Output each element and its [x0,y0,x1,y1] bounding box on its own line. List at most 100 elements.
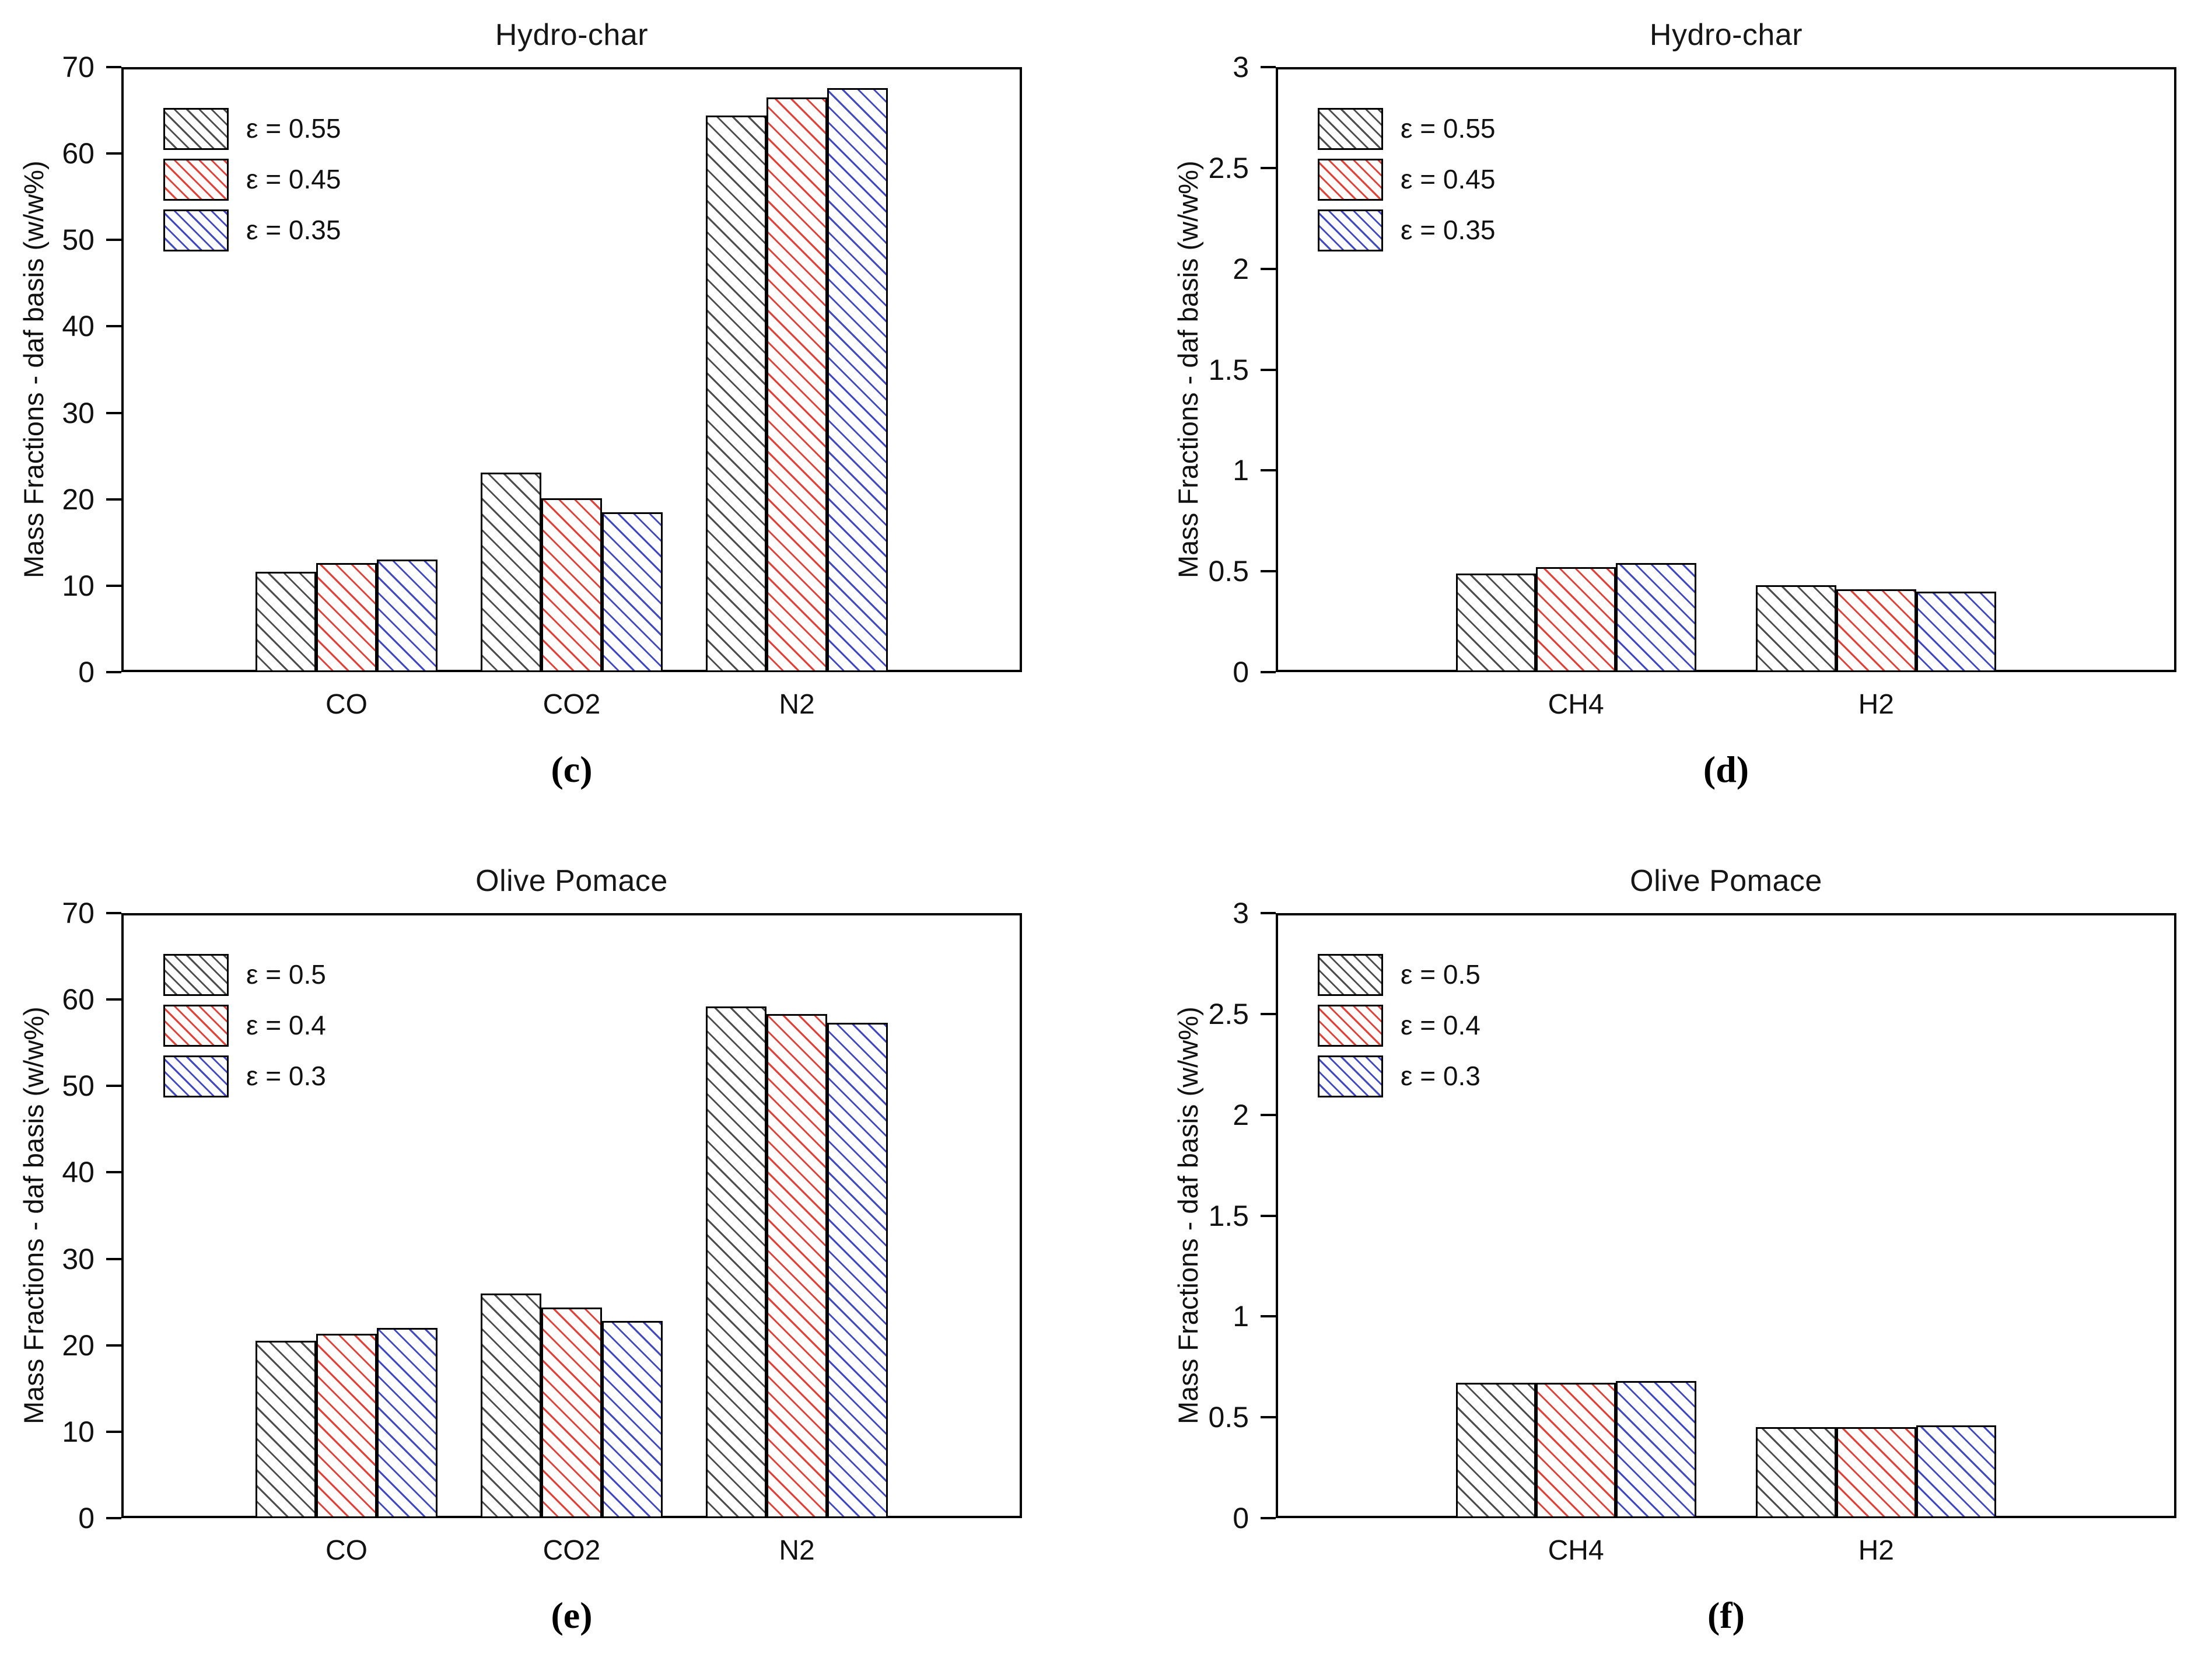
subfigure-label: (d) [1703,749,1749,790]
bar-CO-series-2 [316,1334,377,1518]
x-category-label: CO [326,1535,368,1566]
bar-CO2-series-2 [541,498,603,672]
y-tick-label: 0 [78,1502,94,1534]
bar-H2-series-2 [1836,1427,1917,1518]
y-axis-tick [106,1517,121,1519]
y-axis-tick [1261,570,1276,573]
y-tick-label: 70 [62,897,94,929]
bar-H2-series-2 [1836,589,1917,672]
bar-CH4-series-2 [1535,1383,1616,1518]
y-tick-label: 2 [1233,252,1249,285]
y-tick-label: 60 [62,983,94,1016]
y-axis-tick [106,671,121,673]
y-axis-tick [1261,1012,1276,1015]
y-axis-title: Mass Fractions - daf basis (w/w%) [1172,160,1203,579]
bar-CH4-series-1 [1455,1383,1536,1518]
subfigure-e: Olive Pomace 0 10 20 30 40 50 60 70 Mass Fraction… [18,864,1079,1645]
legend-label-2: ε = 0.45 [1401,164,1496,194]
legend-swatch-3 [163,1055,229,1097]
bar-H2-series-1 [1756,1427,1836,1518]
y-axis-tick [1261,1113,1276,1116]
y-tick-label: 0.5 [1208,1401,1249,1434]
chart-title: Hydro-char [495,18,649,52]
y-tick-label: 1 [1233,1300,1249,1333]
legend-swatch-2 [1318,159,1383,201]
y-axis-tick [1261,1214,1276,1217]
y-axis-tick [106,1085,121,1088]
y-axis-title: Mass Fractions - daf basis (w/w%) [1172,1006,1203,1425]
y-axis-tick [106,1171,121,1174]
legend-swatch-1 [163,954,229,996]
y-axis-title: Mass Fractions - daf basis (w/w%) [18,1006,49,1425]
y-tick-label: 2 [1233,1098,1249,1131]
y-axis-tick [106,411,121,414]
legend-swatch-2 [1318,1005,1383,1047]
bar-CO-series-3 [377,1328,438,1518]
y-tick-label: 2.5 [1208,997,1249,1030]
y-tick-label: 1 [1233,454,1249,487]
y-axis-tick [106,1257,121,1260]
y-tick-label: 10 [62,569,94,602]
y-axis-tick [106,325,121,328]
subfigure-label: (c) [551,749,593,790]
legend-label-1: ε = 0.5 [246,959,326,990]
legend-swatch-3 [1318,1055,1383,1097]
x-category-label: H2 [1858,689,1894,720]
legend-swatch-2 [163,159,229,201]
y-tick-label: 20 [62,483,94,516]
legend-label-2: ε = 0.4 [1401,1010,1480,1040]
y-axis-tick [106,1430,121,1433]
bar-CO2-series-3 [602,1321,663,1518]
y-tick-label: 60 [62,137,94,170]
x-category-label: CH4 [1548,1535,1604,1566]
y-axis-tick [106,1344,121,1347]
y-tick-label: 40 [62,1156,94,1189]
bar-CO-series-3 [377,560,438,672]
bar-CO-series-1 [255,572,316,672]
y-tick-label: 70 [62,51,94,83]
y-axis-tick [1261,1315,1276,1318]
y-tick-label: 0 [1233,656,1249,688]
bar-N2-series-2 [766,1014,828,1518]
bar-N2-series-1 [705,1006,766,1518]
y-axis-tick [1261,671,1276,673]
legend-label-1: ε = 0.55 [1401,113,1496,144]
legend-swatch-3 [1318,209,1383,251]
y-axis-tick [1261,267,1276,270]
bar-N2-series-2 [766,97,828,672]
x-category-label: CO2 [542,1535,601,1566]
y-tick-label: 1.5 [1208,1199,1249,1232]
y-axis-tick [1261,469,1276,472]
y-axis-tick [1261,166,1276,169]
y-axis-tick [1261,912,1276,914]
legend-label-1: ε = 0.5 [1401,959,1480,990]
plot-frame [1276,67,2176,672]
subfigure-d: Hydro-char 0 0.5 1 1.5 2 2.5 3 Mass Fractions - … [1167,18,2188,799]
y-tick-label: 30 [62,1242,94,1275]
chart-title: Olive Pomace [475,864,668,898]
y-tick-label: 2.5 [1208,151,1249,184]
legend-swatch-3 [163,209,229,251]
y-axis-title: Mass Fractions - daf basis (w/w%) [18,160,49,579]
y-axis-tick [106,152,121,155]
x-category-label: CO [326,689,368,720]
y-tick-label: 50 [62,223,94,257]
bar-CO2-series-1 [480,472,541,672]
y-tick-label: 50 [62,1069,94,1103]
x-category-label: N2 [779,1535,815,1566]
plot-frame [1276,913,2176,1518]
legend-label-3: ε = 0.3 [246,1061,326,1091]
bar-N2-series-1 [705,115,766,672]
y-tick-label: 0 [1233,1502,1249,1534]
y-tick-label: 40 [62,310,94,343]
legend-label-3: ε = 0.35 [246,215,341,245]
y-tick-label: 0 [78,656,94,688]
x-category-label: CO2 [542,689,601,720]
x-category-label: N2 [779,689,815,720]
bar-H2-series-3 [1916,1425,1997,1518]
bar-CO-series-2 [316,563,377,672]
y-tick-label: 3 [1233,897,1249,929]
y-axis-tick [106,912,121,914]
legend-label-1: ε = 0.55 [246,113,341,144]
